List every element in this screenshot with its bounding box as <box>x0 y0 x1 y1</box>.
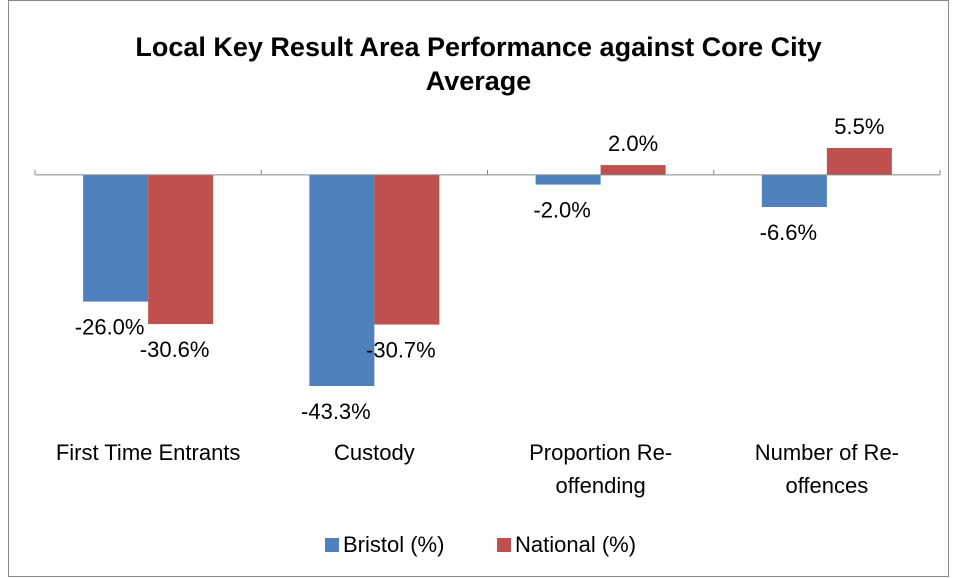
bar <box>148 174 214 325</box>
legend-label: National (%) <box>515 532 636 557</box>
value-label: 5.5% <box>834 114 884 139</box>
value-label: -2.0% <box>533 197 590 222</box>
value-label: -43.3% <box>301 399 371 424</box>
chart-title: Local Key Result Area Performance agains… <box>135 32 822 96</box>
value-label: 2.0% <box>608 131 658 156</box>
chart-border <box>8 0 949 577</box>
x-tick-label: Proportion Re-offending <box>529 440 673 498</box>
legend-swatch <box>325 538 339 552</box>
value-label: -6.6% <box>760 220 817 245</box>
value-label: -30.6% <box>140 337 210 362</box>
bar <box>600 165 666 175</box>
x-tick-label: Number of Re-offences <box>754 440 900 498</box>
legend-swatch <box>497 538 511 552</box>
bar <box>309 174 375 386</box>
bar <box>374 174 440 325</box>
legend-label: Bristol (%) <box>343 532 444 557</box>
bar <box>761 174 827 208</box>
bar <box>535 174 601 185</box>
bar <box>83 174 149 302</box>
x-tick-label: Custody <box>334 440 415 465</box>
x-tick-label: First Time Entrants <box>55 440 241 465</box>
value-label: -26.0% <box>75 314 145 339</box>
bar <box>826 148 892 175</box>
value-label: -30.7% <box>366 337 436 362</box>
